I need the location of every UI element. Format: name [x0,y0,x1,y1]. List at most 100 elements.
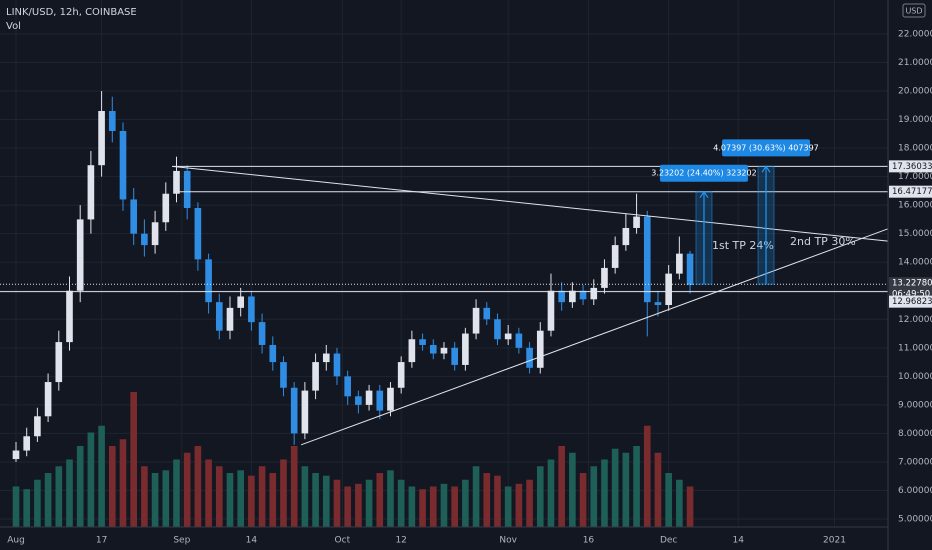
candle-body [462,333,469,365]
measure-label: 3.23202 (24.40%) 323202 [651,169,756,178]
price-tag-label: 16.47177 [892,187,932,197]
candle-body [269,344,277,363]
candle-body [633,216,640,228]
measure-label-box [659,164,748,182]
candle-body [183,170,191,209]
volume-bar [387,470,394,527]
y-tick-label: 8.00000 [898,429,932,439]
candle-body [76,219,84,291]
x-tick-label: 2021 [823,536,846,546]
candle-body [419,339,426,345]
volume-bar [397,479,405,527]
volume-bar [141,466,148,527]
candle-body [504,333,512,340]
volume-bar [665,473,672,527]
volume-bar [462,479,469,527]
volume-bar [547,459,555,527]
volume-bar [483,473,491,527]
candle-body [55,342,63,383]
candle-body [365,390,373,405]
price-tag-label: 13.22780 [892,279,932,289]
candle-body [676,253,683,274]
y-tick-label: 5.00000 [898,515,932,525]
volume-bar [633,446,640,527]
candle-body [440,347,448,354]
candle-body [23,436,31,451]
candle-body [258,322,266,345]
candle-body [290,387,298,434]
candle-body [237,296,245,308]
candle-body [162,193,170,223]
volume-bar [44,473,52,527]
candle-body [601,267,608,288]
y-tick-label: 12.00000 [898,315,932,325]
x-tick-label: Dec [660,536,677,546]
measure-label: 4.07397 (30.63%) 407397 [713,143,818,152]
volume-bar [643,425,651,527]
trend-line [300,228,889,446]
volume-bar [472,466,480,527]
y-tick-label: 19.00000 [898,115,932,125]
candle-body [429,344,437,354]
candle-body [665,273,672,306]
candle-body [215,302,223,331]
candle-body [590,287,598,300]
volume-bar [408,486,416,527]
volume-bar [66,459,73,527]
volume-bar [355,483,362,527]
volume-bar [12,486,20,527]
price-tag-label: 12.96823 [892,297,932,307]
currency-box[interactable] [902,3,926,18]
volume-bar [108,446,116,527]
axis-layer: 5.00000 6.00000 7.00000 8.00000 9.00000 10.00… [7,29,932,546]
x-tick-label: Aug [7,536,25,546]
volume-bar [237,470,245,527]
y-tick-label: 18.00000 [898,144,932,154]
candle-body [355,396,362,405]
candle-body [611,245,619,268]
volume-bar [258,466,266,527]
volume-bar [569,452,576,527]
measure-arrowhead [699,190,709,199]
measure-label-box [722,139,811,157]
volume-bar [34,479,41,527]
volume-bar [87,432,95,527]
candle-body [34,416,41,437]
volume-bar [579,473,587,527]
candle-body [248,296,255,323]
candle-body [483,307,491,320]
candle-body [494,319,501,340]
volume-bar [376,473,384,527]
y-tick-label: 11.00000 [898,343,932,353]
currency[interactable]: USD [905,7,922,16]
candle-body [686,253,694,286]
candle-body [536,330,544,368]
y-tick-label: 15.00000 [898,229,932,239]
candle-body [280,362,287,388]
x-tick-label: 14 [246,536,258,546]
candle-body [173,170,180,194]
volume-bar [301,466,309,527]
volume-bar [98,425,105,527]
volume-bar [280,459,287,527]
volume-layer [12,392,694,527]
y-tick-label: 22.00000 [898,29,932,39]
candle-body [98,110,105,166]
candle-layer [12,91,694,462]
candle-body [87,165,95,220]
price-tag [889,295,932,308]
volume-bar [151,473,159,527]
volume-bar [55,466,63,527]
measure-note: 2nd TP 30% [790,235,856,248]
volume-bar [205,459,212,527]
x-tick-label: Oct [335,536,351,546]
volume-bar [76,446,84,527]
volume-bar [590,466,598,527]
candle-body [151,222,159,246]
candle-body [108,110,116,131]
candle-body [312,362,319,391]
y-tick-label: 20.00000 [898,87,932,97]
volume-bar [451,486,458,527]
